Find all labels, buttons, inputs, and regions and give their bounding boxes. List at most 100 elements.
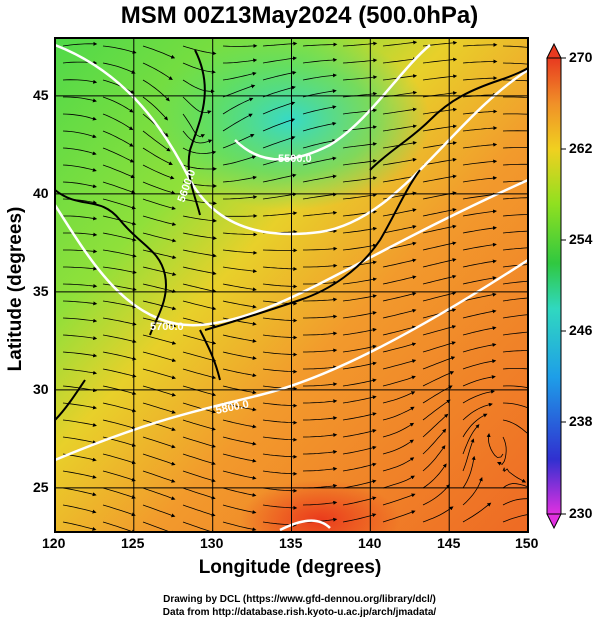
streamline — [222, 351, 257, 361]
streamline — [63, 232, 98, 237]
streamline — [142, 436, 176, 449]
plot-frame — [54, 37, 529, 533]
streamline — [182, 198, 218, 206]
streamline — [382, 107, 417, 115]
streamline — [102, 334, 137, 344]
streamline — [142, 453, 176, 466]
streamline — [303, 314, 338, 319]
credit-data: Data from http://database.rish.kyoto-u.a… — [162, 607, 437, 618]
streamline — [102, 521, 136, 532]
streamline — [222, 470, 257, 480]
streamline — [342, 243, 378, 251]
streamline — [262, 317, 298, 323]
streamline — [262, 453, 298, 459]
streamline — [262, 56, 297, 64]
streamline — [182, 368, 217, 380]
streamline — [502, 62, 528, 65]
colorbar-scale — [546, 57, 562, 515]
streamline — [502, 331, 528, 336]
streamline — [462, 359, 497, 370]
streamline — [62, 317, 98, 323]
streamline — [262, 334, 298, 340]
streamline — [422, 399, 451, 421]
streamline — [63, 266, 98, 271]
streamline — [262, 283, 298, 289]
streamline — [62, 436, 97, 445]
streamline — [262, 211, 298, 217]
streamline — [342, 361, 377, 370]
streamline — [222, 436, 257, 446]
streamline — [302, 192, 338, 200]
streamline — [142, 283, 177, 294]
streamline — [502, 402, 528, 409]
streamline — [102, 368, 137, 378]
streamline — [182, 130, 213, 144]
streamline — [102, 470, 136, 482]
streamline — [102, 62, 136, 74]
streamline — [222, 300, 257, 309]
streamline — [422, 463, 447, 489]
streamline — [182, 79, 215, 94]
streamline — [502, 498, 528, 506]
streamline — [222, 97, 254, 115]
streamline — [182, 470, 216, 483]
streamline — [462, 424, 480, 455]
lon-tick-label: 120 — [42, 535, 66, 551]
streamline — [462, 192, 498, 200]
streamline — [503, 79, 528, 82]
streamline — [182, 266, 217, 276]
streamline — [342, 462, 377, 472]
lat-tick-label: 35 — [33, 283, 49, 299]
streamline — [382, 457, 415, 472]
lat-tick-label: 40 — [33, 185, 49, 201]
streamline — [502, 514, 528, 523]
streamline — [222, 249, 258, 255]
streamline — [502, 297, 528, 302]
streamline — [182, 181, 218, 188]
streamline — [222, 283, 257, 292]
streamline — [342, 277, 377, 285]
streamline — [102, 504, 136, 517]
streamline — [262, 85, 296, 98]
contour-line — [55, 178, 528, 327]
streamline — [63, 249, 98, 254]
lon-tick-label: 145 — [437, 535, 461, 551]
map-plot-area: 5700.0 5500.0 5600.0 5800.0 — [55, 38, 528, 532]
streamline — [222, 71, 257, 81]
streamline — [222, 232, 258, 237]
streamline — [502, 314, 528, 319]
streamline — [182, 385, 217, 397]
streamline — [382, 391, 416, 404]
streamline — [422, 413, 449, 438]
streamline — [142, 249, 177, 260]
streamline — [462, 176, 498, 183]
contour-line — [234, 44, 431, 161]
streamline — [182, 402, 217, 414]
colorbar-max-arrow — [546, 42, 562, 59]
streamline — [303, 382, 338, 387]
streamline — [222, 487, 257, 497]
streamline — [303, 297, 338, 302]
streamline — [302, 156, 337, 166]
streamline — [342, 395, 377, 404]
streamline — [182, 232, 217, 241]
streamline — [182, 436, 216, 448]
streamline — [182, 419, 216, 431]
streamline — [462, 455, 476, 489]
coastlines — [55, 49, 528, 421]
streamline — [462, 309, 497, 319]
streamline — [502, 45, 528, 48]
streamline — [502, 368, 528, 370]
colorbar-min-arrow — [546, 513, 562, 530]
streamline — [462, 59, 498, 64]
streamline — [382, 510, 416, 523]
streamline — [222, 84, 256, 98]
streamline — [342, 496, 377, 506]
streamline — [62, 504, 97, 514]
streamline — [102, 266, 137, 275]
coastline — [55, 379, 86, 421]
streamline — [102, 453, 137, 465]
streamline — [502, 163, 528, 166]
streamline — [223, 58, 258, 64]
streamline — [382, 359, 417, 370]
